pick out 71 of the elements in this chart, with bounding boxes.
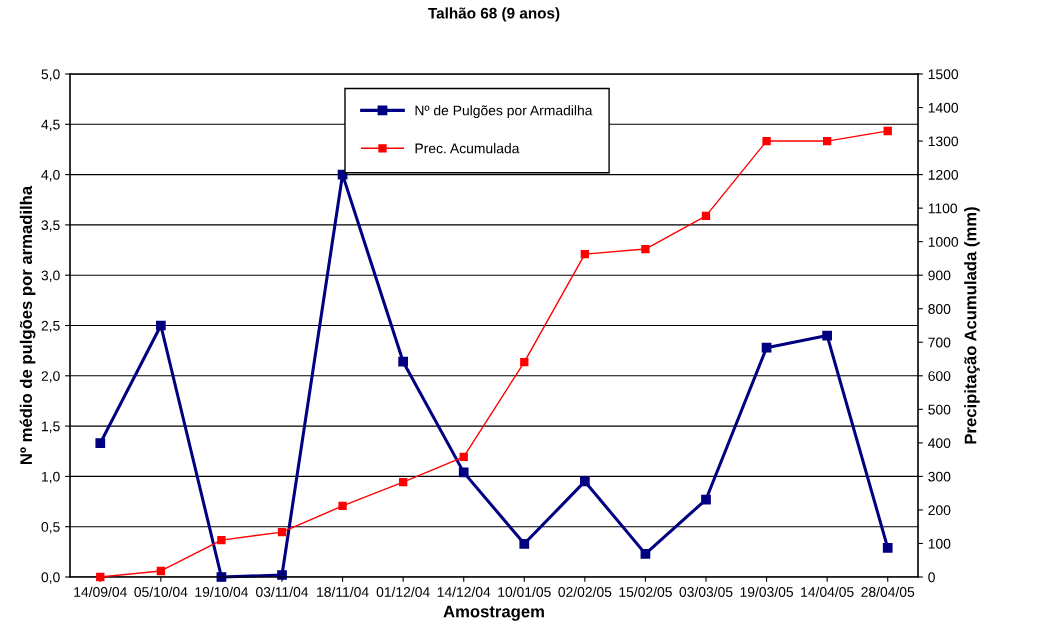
point [822, 330, 833, 341]
point [398, 477, 408, 487]
x-tick-label: 05/10/04 [134, 586, 188, 597]
y-tick-label: 2,0 [41, 371, 60, 383]
x-tick-label: 03/11/04 [256, 586, 309, 597]
x-tick-label: 03/03/05 [679, 586, 733, 597]
x-tick-label: 28/04/05 [861, 586, 915, 597]
x-tick-label: 14/12/04 [437, 586, 491, 597]
y-axis-title: Nº médio de pulgões por armadilha [19, 185, 36, 465]
y2-tick-label: 1200 [928, 169, 959, 180]
point [519, 538, 530, 549]
x-tick-label: 19/03/05 [740, 586, 794, 597]
point [640, 549, 651, 559]
point [822, 136, 832, 146]
y-tick-label: 0,0 [41, 572, 60, 584]
point [762, 136, 771, 146]
point [95, 438, 106, 449]
y2-tick-label: 700 [928, 337, 951, 348]
y2-tick-label: 100 [928, 538, 951, 549]
y2-tick-label: 300 [928, 471, 951, 482]
point [701, 211, 711, 221]
point [155, 320, 166, 331]
x-tick-label: 14/09/04 [74, 586, 127, 597]
y2-tick-label: 800 [928, 304, 951, 314]
point [96, 572, 105, 582]
point [580, 249, 590, 259]
x-tick-label: 02/02/05 [558, 586, 612, 597]
point [217, 535, 226, 545]
x-tick-label: 14/04/05 [801, 586, 854, 597]
x-tick-label: 18/11/04 [317, 586, 369, 597]
y2-tick-label: 500 [928, 404, 951, 415]
legend-label: Nº de Pulgões por Armadilha [415, 105, 593, 119]
y-tick-label: 1,0 [42, 471, 60, 484]
y-tick-label: 3,5 [41, 220, 60, 232]
chart-title: Talhão 68 (9 anos) [428, 7, 560, 22]
x-tick-label: 10/01/05 [498, 586, 551, 597]
point [277, 527, 287, 537]
y-tick-label: 3,0 [41, 270, 60, 283]
y2-tick-label: 200 [928, 505, 951, 516]
point [156, 566, 166, 576]
y2-tick-label: 900 [928, 270, 951, 281]
point [701, 494, 711, 505]
point [520, 357, 529, 367]
y-tick-label: 1,5 [42, 421, 60, 433]
y2-tick-label: 1400 [928, 102, 959, 113]
point [883, 126, 892, 136]
y2-tick-label: 600 [928, 371, 951, 381]
x-tick-label: 19/10/04 [195, 586, 249, 597]
point [641, 244, 650, 254]
point [579, 476, 590, 487]
x-axis-title: Amostragem [443, 605, 544, 621]
y-tick-label: 4,0 [41, 169, 60, 182]
point [338, 501, 347, 511]
y2-tick-label: 1500 [928, 69, 959, 80]
y2-axis-title: Precipitação Acumulada (mm) [964, 207, 980, 444]
x-tick-label: 15/02/05 [619, 586, 672, 597]
point [458, 467, 469, 478]
y2-tick-label: 1100 [928, 203, 958, 214]
y-tick-label: 0,5 [41, 522, 60, 534]
y-tick-label: 5,0 [41, 69, 60, 81]
y2-tick-label: 0 [928, 572, 935, 583]
point [882, 542, 893, 553]
point [398, 356, 409, 367]
y2-tick-label: 400 [928, 438, 951, 449]
x-tick-label: 01/12/04 [376, 586, 430, 597]
point [459, 452, 468, 462]
y2-tick-label: 1300 [928, 136, 959, 147]
y-tick-label: 2,5 [41, 320, 60, 333]
y-tick-label: 4,5 [41, 119, 60, 132]
y2-tick-label: 1000 [928, 237, 959, 247]
legend-label: Prec. Acumulada [415, 143, 520, 154]
